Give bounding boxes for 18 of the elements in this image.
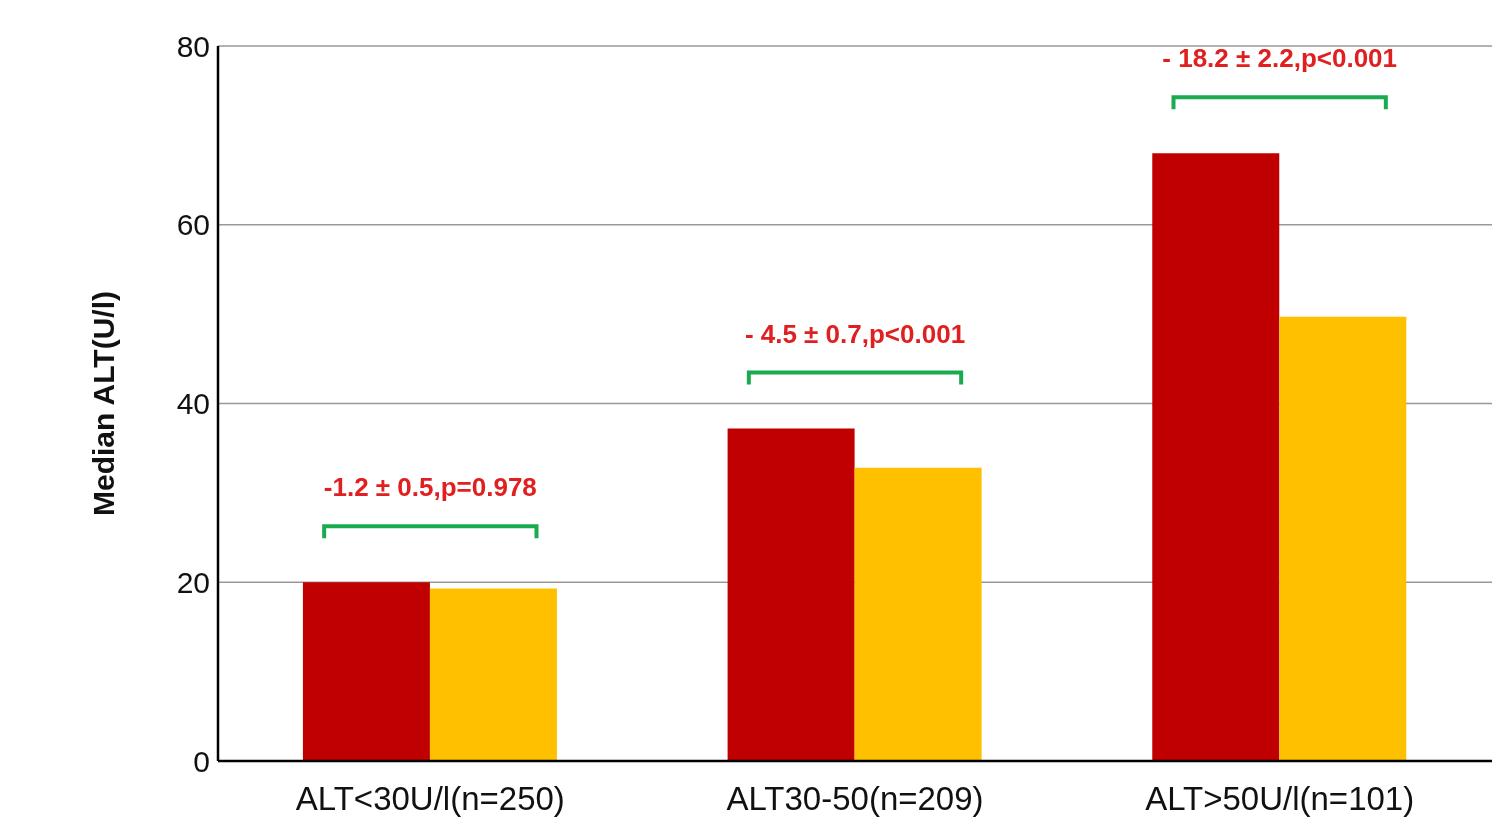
bar (1152, 153, 1280, 761)
annotation: - 18.2 ± 2.2,p<0.001 (1162, 43, 1398, 74)
x-tick-label: ALT<30U/l(n=250) (295, 780, 565, 818)
bar (302, 582, 430, 761)
bar (854, 467, 982, 761)
x-tick-label: ALT>50U/l(n=101) (1145, 780, 1415, 818)
y-tick-label: 20 (176, 565, 210, 599)
annotation: - 4.5 ± 0.7,p<0.001 (744, 318, 966, 349)
y-tick-label: 0 (193, 744, 210, 778)
bar (727, 428, 855, 761)
bar (429, 588, 557, 761)
y-tick-label: 80 (176, 29, 210, 63)
bar (1279, 316, 1407, 761)
x-tick-label: ALT30-50(n=209) (726, 780, 984, 818)
y-tick-label: 40 (176, 387, 210, 421)
annotation: -1.2 ± 0.5,p=0.978 (323, 472, 537, 503)
y-axis-title: Median ALT(U/l) (86, 291, 120, 516)
y-tick-label: 60 (176, 208, 210, 242)
